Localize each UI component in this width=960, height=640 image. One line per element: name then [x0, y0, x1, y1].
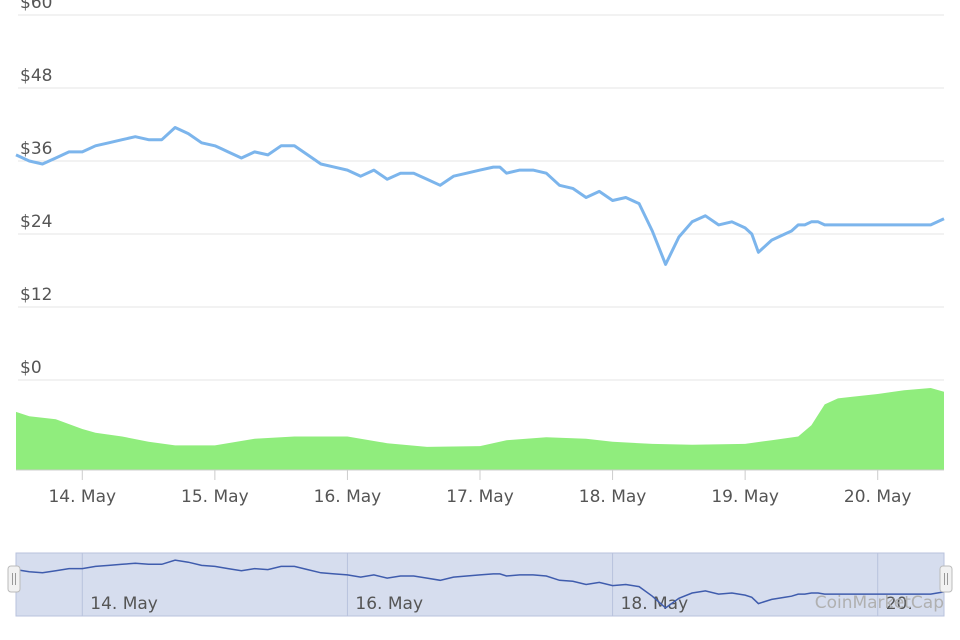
y-tick-label: $12: [20, 285, 52, 305]
y-tick-label: $48: [20, 66, 52, 86]
navigator-handle-right[interactable]: [939, 565, 953, 593]
volume-series: [16, 388, 944, 470]
navigator-tick-label: 18. May: [621, 594, 689, 614]
grid-lines: [18, 14, 944, 381]
y-tick-label: $0: [20, 358, 42, 378]
x-tick-label: 15. May: [181, 487, 249, 507]
navigator[interactable]: 14. May 16. May 18. May 20.: [7, 552, 953, 617]
x-tick-label: 17. May: [446, 487, 514, 507]
price-line: [15, 126, 945, 266]
x-tick-label: 14. May: [48, 487, 116, 507]
navigator-tick-label: 14. May: [90, 594, 158, 614]
navigator-handle-left[interactable]: [7, 565, 21, 593]
y-axis-labels: $60 $48 $36 $24 $12 $0: [20, 0, 52, 378]
y-tick-label: $36: [20, 139, 52, 159]
y-tick-label: $60: [20, 0, 52, 13]
watermark-text: CoinMarketCap: [815, 593, 944, 613]
price-series: [15, 126, 945, 266]
x-tick-label: 18. May: [579, 487, 647, 507]
navigator-tick-label: 20.: [886, 594, 913, 614]
x-axis: 14. May 15. May 16. May 17. May 18. May 19. M…: [16, 469, 944, 507]
navigator-tick-label: 16. May: [355, 594, 423, 614]
x-tick-label: 16. May: [314, 487, 382, 507]
x-tick-label: 19. May: [711, 487, 779, 507]
volume-area: [16, 388, 944, 470]
navigator-line: [15, 559, 945, 609]
x-tick-label: 20. May: [844, 487, 912, 507]
y-tick-label: $24: [20, 212, 52, 232]
